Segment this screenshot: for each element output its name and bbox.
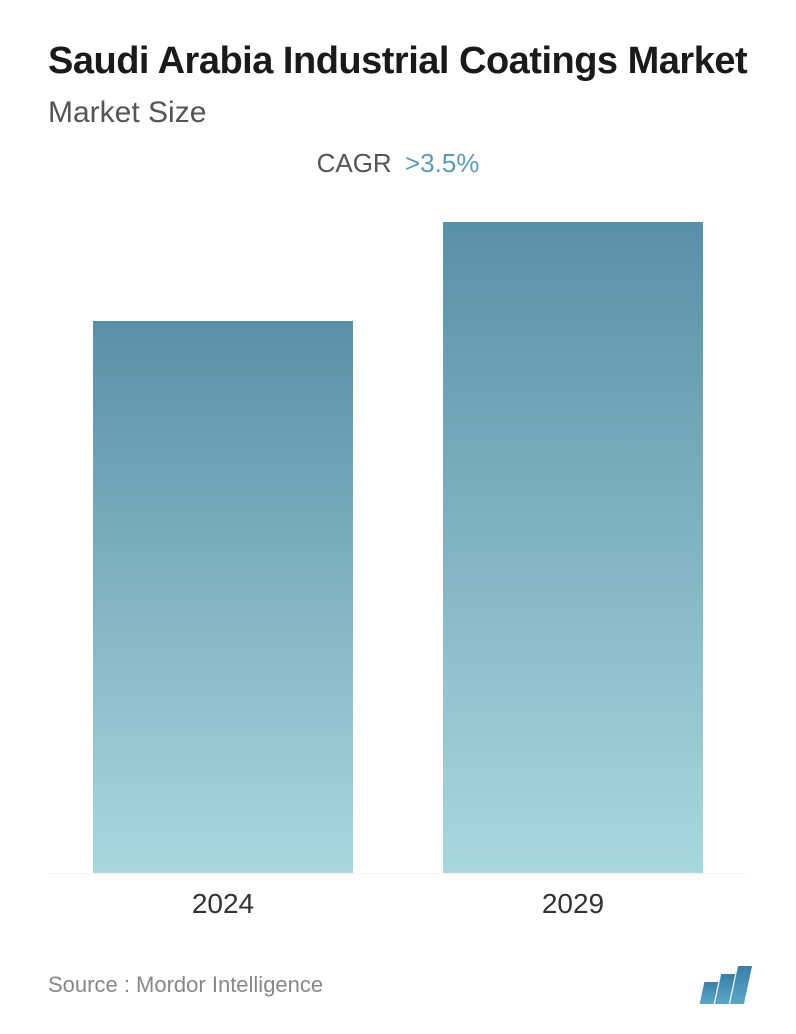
mordor-logo-icon: [702, 966, 748, 1004]
logo-bar-3: [730, 966, 752, 1004]
chart-footer: Source : Mordor Intelligence: [48, 960, 748, 1004]
chart-title: Saudi Arabia Industrial Coatings Market: [48, 38, 748, 86]
source-text: Source : Mordor Intelligence: [48, 972, 323, 998]
chart-area: [48, 209, 748, 875]
bar-label: 2024: [93, 888, 353, 920]
bar: [93, 321, 353, 873]
bar: [443, 222, 703, 873]
chart-container: Saudi Arabia Industrial Coatings Market …: [0, 0, 796, 1034]
bar-label: 2029: [443, 888, 703, 920]
bar-wrap: [428, 209, 718, 874]
cagr-label: CAGR: [317, 148, 392, 178]
cagr-row: CAGR >3.5%: [48, 148, 748, 179]
chart-labels-row: 2024 2029: [48, 888, 748, 920]
bar-wrap: [78, 209, 368, 874]
chart-subtitle: Market Size: [48, 96, 748, 130]
cagr-value: >3.5%: [405, 148, 479, 178]
